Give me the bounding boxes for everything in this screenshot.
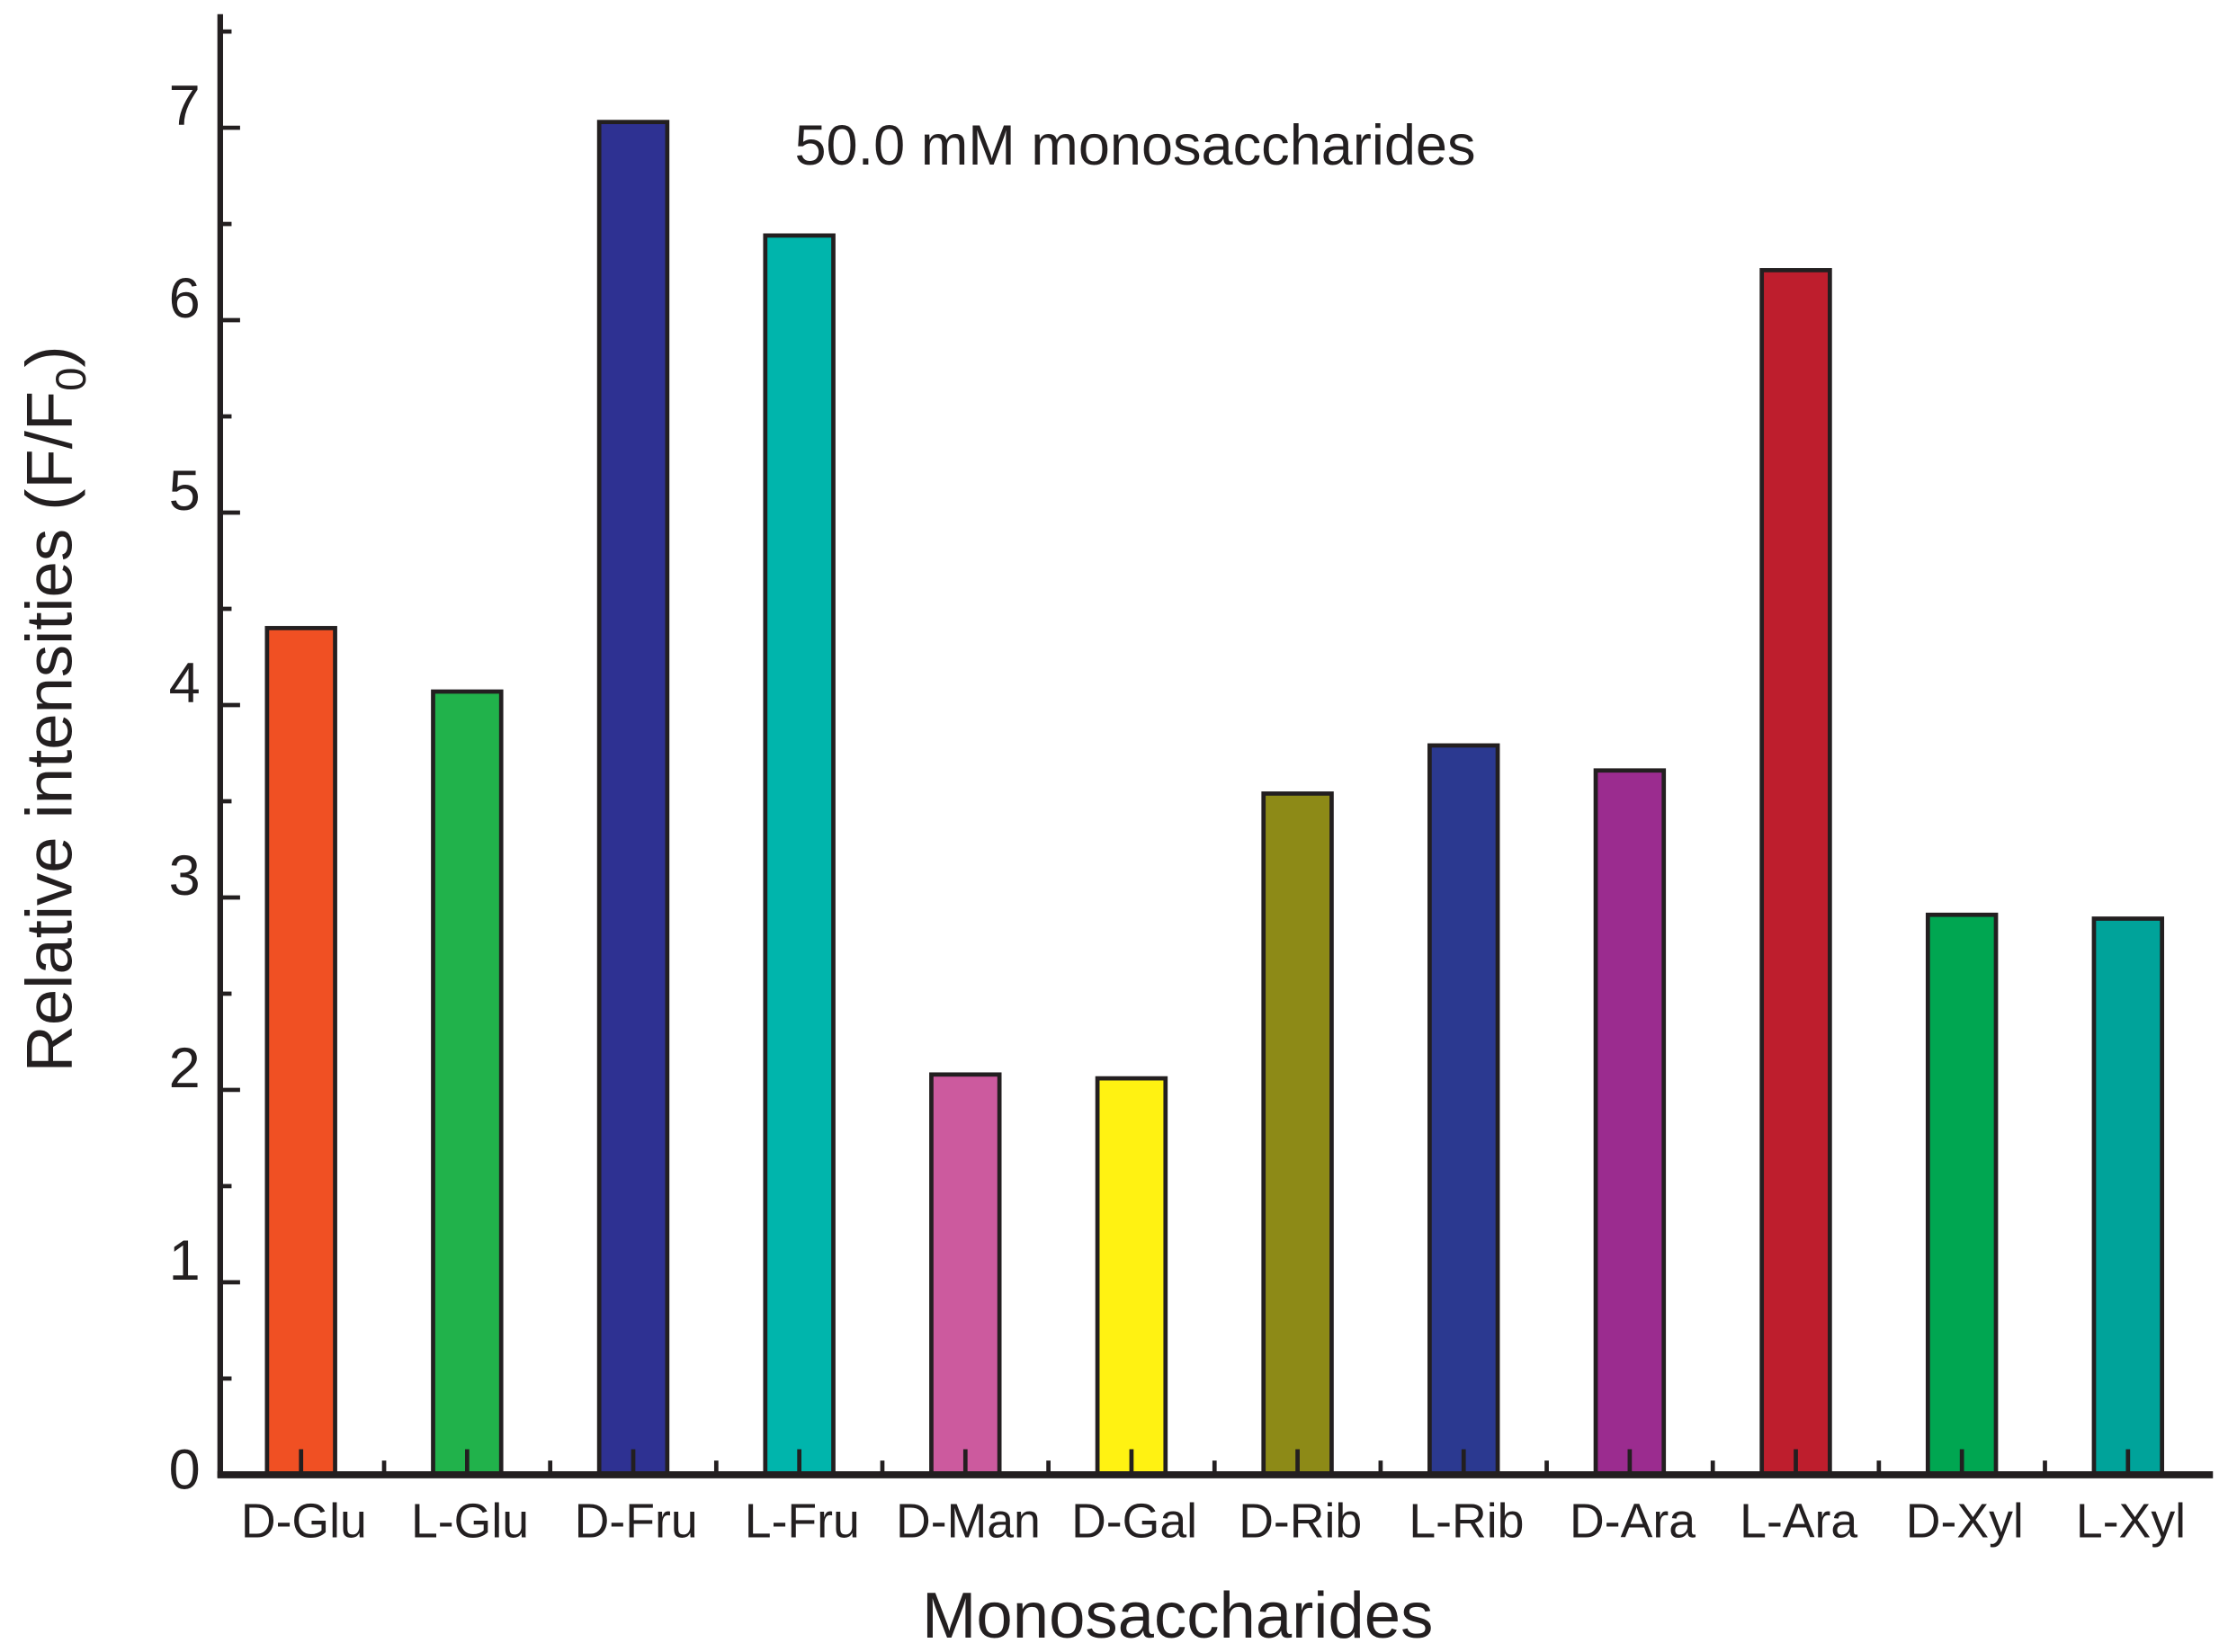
y-axis-label-subscript: 0 bbox=[48, 368, 95, 391]
bar-l-xyl bbox=[2091, 916, 2165, 1478]
bar-d-man bbox=[929, 1072, 1002, 1478]
bar-d-fru bbox=[596, 120, 670, 1478]
x-tick-label: L-Fru bbox=[745, 1494, 860, 1548]
bar-l-rib bbox=[1427, 743, 1500, 1478]
bar-d-glu bbox=[264, 626, 337, 1478]
y-tick-label: 0 bbox=[169, 1439, 201, 1502]
bar-d-xyl bbox=[1925, 912, 1999, 1478]
chart-annotation: 50.0 mM monosaccharides bbox=[794, 114, 1475, 177]
x-tick-label: L-Xyl bbox=[2076, 1494, 2186, 1548]
y-tick-label: 6 bbox=[169, 267, 201, 330]
y-tick-label: 7 bbox=[169, 75, 201, 138]
bar-d-gal bbox=[1095, 1076, 1168, 1478]
bar-d-rib bbox=[1261, 791, 1334, 1478]
y-tick-label: 1 bbox=[169, 1229, 201, 1292]
y-axis-label: Relative intensities (F/F0) bbox=[13, 345, 95, 1072]
x-tick-label: D-Xyl bbox=[1906, 1494, 2024, 1548]
y-axis-label-close: ) bbox=[13, 345, 85, 367]
y-tick-label: 4 bbox=[169, 652, 201, 715]
bar-l-glu bbox=[431, 689, 504, 1478]
bar-d-ara bbox=[1593, 768, 1667, 1478]
bar-l-ara bbox=[1759, 268, 1832, 1478]
y-tick-labels: 0 1 2 3 4 5 6 7 bbox=[169, 75, 201, 1502]
x-tick-labels: D-Glu L-Glu D-Fru L-Fru D-Man D-Gal D-Rib L-Rib… bbox=[241, 1494, 2186, 1548]
y-tick-label: 5 bbox=[169, 460, 201, 522]
y-axis-label-main: Relative intensities (F/F bbox=[13, 391, 85, 1073]
x-tick-label: D-Fru bbox=[575, 1494, 698, 1548]
x-tick-label: D-Rib bbox=[1239, 1494, 1362, 1548]
x-tick-label: D-Ara bbox=[1570, 1494, 1696, 1548]
bars bbox=[264, 120, 2165, 1478]
x-tick-label: D-Glu bbox=[241, 1494, 367, 1548]
x-tick-label: L-Rib bbox=[1409, 1494, 1524, 1548]
x-axis-label: Monosaccharides bbox=[922, 1579, 1433, 1652]
x-tick-label: L-Glu bbox=[411, 1494, 529, 1548]
x-tick-label: D-Man bbox=[896, 1494, 1041, 1548]
bar-l-fru bbox=[763, 233, 836, 1478]
axes bbox=[217, 13, 2214, 1478]
x-tick-label: D-Gal bbox=[1071, 1494, 1197, 1548]
y-tick-label: 3 bbox=[169, 844, 201, 907]
x-tick-label: L-Ara bbox=[1740, 1494, 1857, 1548]
y-tick-label: 2 bbox=[169, 1037, 201, 1100]
